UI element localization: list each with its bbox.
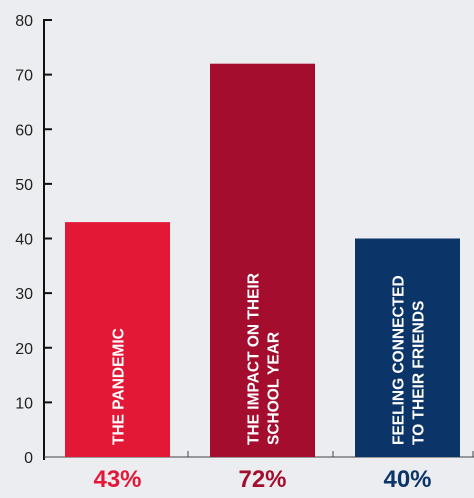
value-label: 43% (93, 466, 141, 493)
y-tick-label: 50 (15, 177, 33, 194)
bar-category-label-line: FEELING CONNECTED (391, 275, 408, 445)
bar-category-label-line: TO THEIR FRIENDS (411, 301, 428, 445)
bar-category-label-line: SCHOOL YEAR (266, 332, 283, 445)
value-label: 40% (383, 466, 431, 493)
y-tick-label: 30 (15, 286, 33, 303)
bar (65, 222, 170, 457)
bar (210, 63, 315, 457)
bar-category-label: THE PANDEMIC (111, 328, 128, 445)
bar-category-label: FEELING CONNECTED TO THEIR FRIENDS (391, 275, 428, 445)
y-tick-label: 60 (15, 122, 33, 139)
y-tick-label: 80 (15, 13, 33, 30)
y-tick-label: 40 (15, 232, 33, 249)
y-tick-label: 10 (15, 395, 33, 412)
y-tick-label: 0 (24, 450, 33, 467)
bar (355, 238, 460, 457)
bar-category-label: THE IMPACT ON THEIR SCHOOL YEAR (246, 273, 283, 445)
y-tick-label: 70 (15, 68, 33, 85)
y-tick-label: 20 (15, 341, 33, 358)
bars-layer (65, 63, 460, 457)
value-label: 72% (238, 466, 286, 493)
labels-layer: THE PANDEMIC 43% THE IMPACT ON THEIR SCHOOL… (93, 273, 431, 493)
bar-category-label-line: THE PANDEMIC (111, 328, 128, 445)
bar-category-label-line: THE IMPACT ON THEIR (246, 273, 263, 445)
